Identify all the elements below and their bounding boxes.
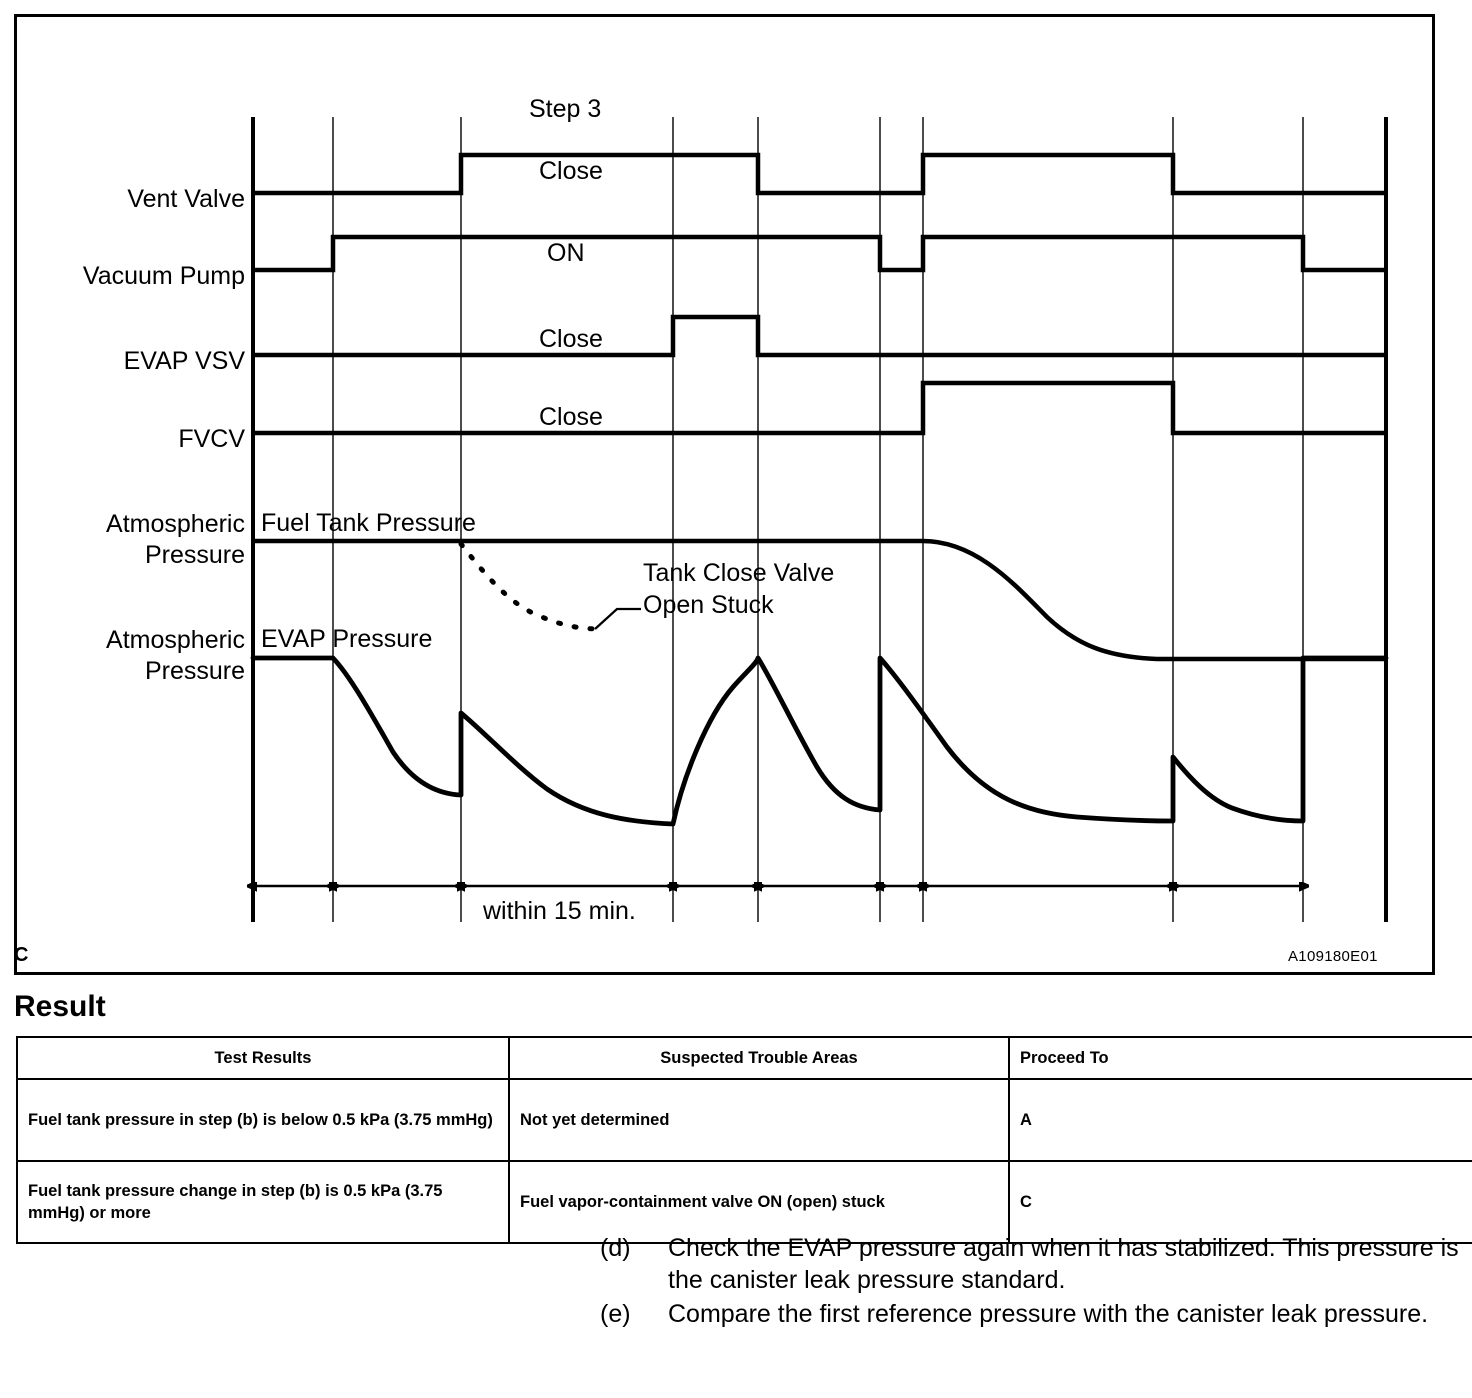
figure-corner-letter: C — [14, 944, 29, 966]
result-heading: Result — [14, 990, 106, 1023]
state-label-vent-valve: Close — [539, 157, 603, 185]
result-table: Test Results Suspected Trouble Areas Pro… — [16, 1035, 1472, 1245]
annotation-leader-line — [594, 607, 641, 630]
table-row: Fuel tank pressure in step (b) is below … — [16, 1078, 1472, 1163]
atmospheric-line-1: Atmospheric — [106, 510, 245, 538]
atmospheric-line-1b: Atmospheric — [106, 626, 245, 654]
fuel-tank-pressure-trace — [253, 538, 1386, 662]
row-label-vent-valve: Vent Valve — [127, 185, 245, 213]
time-note-within-15-min: within 15 min. — [483, 897, 636, 925]
annotation-line-1: Tank Close Valve — [643, 559, 835, 587]
vent-valve-trace — [253, 152, 1386, 196]
step-item-d: (d) Check the EVAP pressure again when i… — [600, 1232, 1460, 1296]
row-label-fuel-tank-atmospheric: Atmospheric Pressure — [17, 509, 245, 572]
timing-diagram-svg — [17, 117, 1389, 922]
cell-test-result-2: Fuel tank pressure change in step (b) is… — [16, 1160, 510, 1245]
evap-pressure-trace — [250, 655, 1389, 827]
cell-test-result-1: Fuel tank pressure in step (b) is below … — [16, 1078, 510, 1163]
figure-code: A109180E01 — [1288, 948, 1378, 965]
step-text-d: Check the EVAP pressure again when it ha… — [668, 1234, 1459, 1294]
step-tag-e: (e) — [600, 1300, 631, 1328]
state-label-vacuum-pump: ON — [547, 239, 585, 267]
column-header-proceed-to: Proceed To — [1008, 1035, 1472, 1081]
evap-vsv-trace — [253, 314, 1386, 358]
step-instructions: (d) Check the EVAP pressure again when i… — [600, 1232, 1460, 1332]
trace-label-evap-pressure: EVAP Pressure — [261, 625, 433, 653]
cell-proceed-to-1: A — [1008, 1078, 1472, 1163]
column-header-test-results: Test Results — [16, 1035, 510, 1081]
column-header-suspected-trouble-areas: Suspected Trouble Areas — [508, 1035, 1010, 1081]
atmospheric-line-2b: Pressure — [144, 657, 245, 686]
row-label-vacuum-pump: Vacuum Pump — [82, 262, 245, 290]
table-header-row: Test Results Suspected Trouble Areas Pro… — [16, 1035, 1472, 1081]
chart-title: Step 3 — [529, 95, 602, 123]
atmospheric-line-2: Pressure — [144, 541, 245, 570]
state-label-evap-vsv: Close — [539, 325, 603, 353]
row-label-fvcv: FVCV — [178, 425, 245, 453]
cell-trouble-area-2: Fuel vapor-containment valve ON (open) s… — [508, 1160, 1010, 1245]
step-text-e: Compare the first reference pressure wit… — [668, 1300, 1429, 1328]
annotation-line-2: Open Stuck — [643, 591, 774, 619]
row-label-evap-atmospheric: Atmospheric Pressure — [17, 625, 245, 688]
table-row: Fuel tank pressure change in step (b) is… — [16, 1160, 1472, 1245]
tank-close-valve-stuck-dotted-trace — [458, 541, 604, 632]
annotation-tank-close-valve: Tank Close Valve Open Stuck — [643, 557, 834, 621]
fvcv-trace — [253, 380, 1386, 436]
cell-trouble-area-1: Not yet determined — [508, 1078, 1010, 1163]
cell-proceed-to-2: C — [1008, 1160, 1472, 1245]
trace-label-fuel-tank-pressure: Fuel Tank Pressure — [261, 509, 476, 537]
state-label-fvcv: Close — [539, 403, 603, 431]
timing-diagram-figure: Step 3 Vent Valve Vacuum Pump EVAP VSV F… — [14, 14, 1435, 975]
vacuum-pump-trace — [253, 234, 1386, 273]
step-item-e: (e) Compare the first reference pressure… — [600, 1298, 1460, 1330]
step-tag-d: (d) — [600, 1234, 631, 1262]
row-label-evap-vsv: EVAP VSV — [123, 347, 245, 375]
